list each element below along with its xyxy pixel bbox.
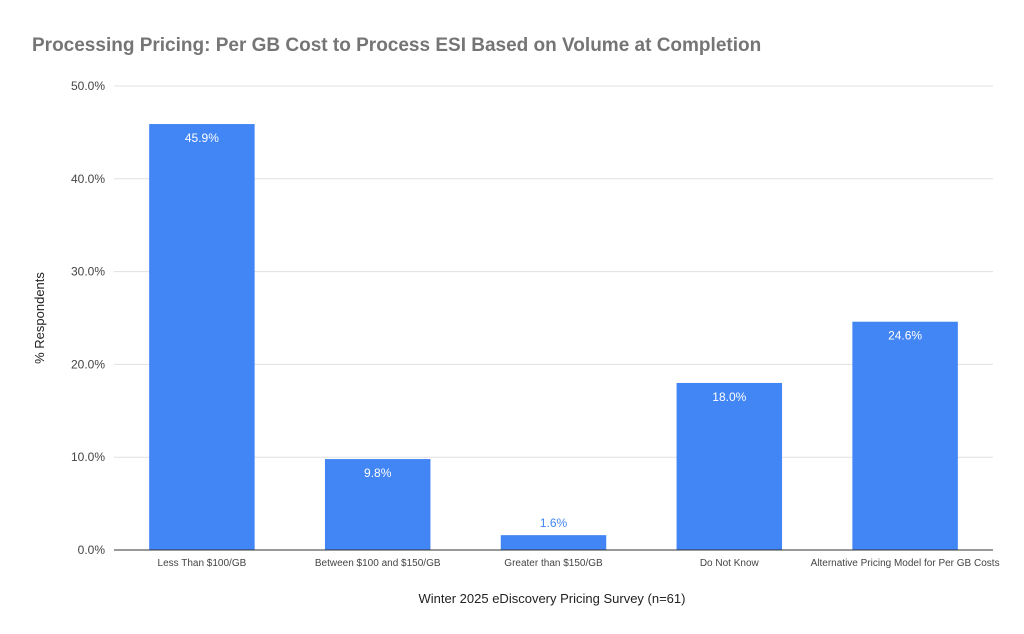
y-axis-ticks: 0.0% 10.0% 20.0% 30.0% 40.0% 50.0% — [71, 79, 105, 557]
x-axis-label: Winter 2025 eDiscovery Pricing Survey (n… — [419, 591, 686, 606]
y-tick-label: 10.0% — [71, 450, 105, 464]
gridlines — [114, 85, 993, 458]
x-category-label: Alternative Pricing Model for Per GB Cos… — [811, 558, 1000, 569]
chart-title: Processing Pricing: Per GB Cost to Proce… — [32, 35, 761, 56]
y-tick-label: 40.0% — [71, 172, 105, 186]
x-category-label: Between $100 and $150/GB — [315, 558, 441, 569]
bar — [852, 321, 958, 550]
x-category-label: Less Than $100/GB — [158, 558, 247, 569]
data-labels: 45.9% 9.8% 1.6% 18.0% 24.6% — [185, 131, 923, 530]
bars — [149, 124, 958, 550]
x-category-label: Do Not Know — [700, 558, 760, 569]
bar — [676, 382, 783, 550]
data-label: 1.6% — [540, 516, 568, 530]
y-axis-label: % Respondents — [32, 272, 47, 364]
y-tick-label: 0.0% — [78, 543, 106, 557]
y-tick-label: 20.0% — [71, 357, 105, 371]
data-label: 9.8% — [364, 466, 392, 480]
x-axis-categories: Less Than $100/GB Between $100 and $150/G… — [158, 558, 1000, 569]
y-tick-label: 50.0% — [71, 79, 105, 93]
bar — [149, 124, 255, 550]
bar — [500, 535, 607, 550]
data-label: 18.0% — [712, 390, 746, 404]
bar — [324, 459, 431, 550]
data-label: 45.9% — [185, 131, 219, 145]
data-label: 24.6% — [888, 329, 922, 343]
x-category-label: Greater than $150/GB — [504, 558, 603, 569]
y-tick-label: 30.0% — [71, 265, 105, 279]
